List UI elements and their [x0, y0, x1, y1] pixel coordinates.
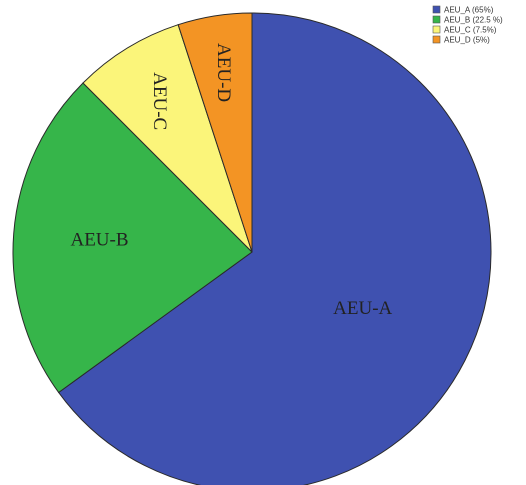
slice-label-aeu-d: AEU-D — [213, 43, 234, 102]
pie-slices — [12, 12, 492, 485]
pie-slice-aeu-d — [177, 12, 253, 253]
legend-label-aeu-c: AEU_C (7.5%) — [444, 26, 497, 35]
slice-label-aeu-c: AEU-C — [149, 72, 170, 130]
slice-labels: AEU-A AEU-B AEU-C AEU-D — [70, 43, 392, 319]
legend-label-aeu-a: AEU_A (65%) — [444, 6, 494, 15]
legend-swatch-aeu-c — [432, 25, 441, 34]
legend-swatch-aeu-a — [432, 5, 441, 14]
slice-label-aeu-b: AEU-B — [70, 230, 128, 251]
pie-slice-aeu-c — [82, 24, 253, 253]
legend-swatch-aeu-b — [432, 15, 441, 24]
slice-label-aeu-a: AEU-A — [333, 298, 392, 319]
legend-label-aeu-d: AEU_D (5%) — [444, 36, 490, 45]
pie-slice-aeu-b — [12, 82, 253, 394]
pie-slice-aeu-a — [57, 12, 492, 485]
legend: AEU_A (65%)AEU_B (22.5 %)AEU_C (7.5%)AEU… — [432, 5, 503, 45]
legend-swatch-aeu-d — [432, 35, 441, 44]
legend-label-aeu-b: AEU_B (22.5 %) — [444, 16, 503, 25]
